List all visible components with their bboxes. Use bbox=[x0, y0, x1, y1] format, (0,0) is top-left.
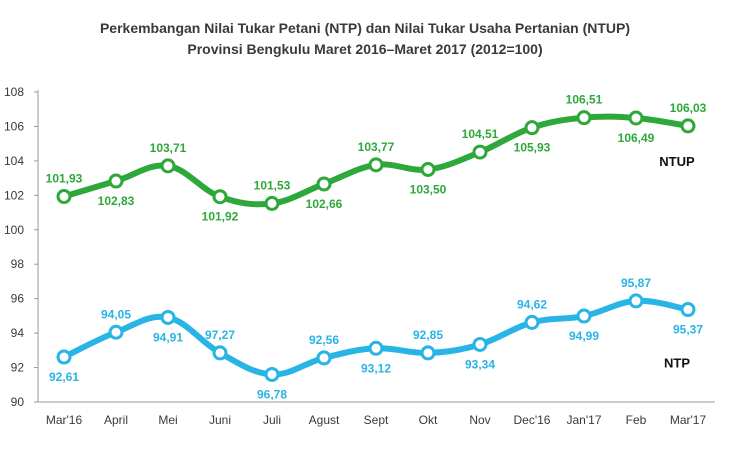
data-label-ntp: 92,61 bbox=[49, 370, 79, 384]
data-point-ntup bbox=[576, 110, 592, 126]
data-label-ntp: 94,91 bbox=[153, 330, 183, 344]
data-label-ntup: 103,50 bbox=[410, 183, 447, 197]
x-tick-label: Mei bbox=[158, 413, 177, 427]
data-point-ntp bbox=[524, 314, 540, 330]
chart-subtitle: Provinsi Bengkulu Maret 2016–Maret 2017 … bbox=[187, 41, 543, 57]
y-tick-label: 100 bbox=[4, 223, 24, 237]
x-tick-label: Jan'17 bbox=[567, 413, 602, 427]
data-label-ntup: 106,49 bbox=[618, 131, 655, 145]
data-label-ntp: 94,62 bbox=[517, 297, 547, 311]
data-point-ntp bbox=[56, 349, 72, 365]
data-label-ntp: 93,34 bbox=[465, 357, 495, 371]
data-label-ntp: 95,87 bbox=[621, 276, 651, 290]
data-label-ntp: 93,12 bbox=[361, 361, 391, 375]
x-tick-label: Mar'17 bbox=[670, 413, 707, 427]
data-label-ntp: 95,37 bbox=[673, 323, 703, 337]
data-label-ntup: 102,66 bbox=[306, 197, 343, 211]
x-tick-label: Mar'16 bbox=[46, 413, 83, 427]
x-tick-label: Agust bbox=[309, 413, 340, 427]
x-tick-label: Feb bbox=[626, 413, 647, 427]
data-point-ntup bbox=[160, 158, 176, 174]
data-label-ntp: 97,27 bbox=[205, 328, 235, 342]
y-tick-label: 98 bbox=[11, 257, 25, 271]
data-point-ntup bbox=[472, 144, 488, 160]
y-tick-label: 92 bbox=[11, 361, 25, 375]
data-point-ntup bbox=[108, 173, 124, 189]
data-point-ntp bbox=[628, 293, 644, 309]
x-tick-label: Juni bbox=[209, 413, 231, 427]
data-label-ntp: 94,05 bbox=[101, 307, 131, 321]
data-point-ntup bbox=[56, 189, 72, 205]
data-point-ntup bbox=[680, 118, 696, 134]
data-label-ntup: 105,93 bbox=[514, 141, 551, 155]
x-tick-label: Okt bbox=[419, 413, 438, 427]
data-point-ntup bbox=[368, 157, 384, 173]
data-point-ntup bbox=[420, 162, 436, 177]
y-tick-label: 106 bbox=[4, 119, 24, 133]
data-label-ntup: 103,71 bbox=[150, 141, 187, 155]
data-point-ntup bbox=[316, 176, 332, 192]
data-point-ntp bbox=[576, 308, 592, 324]
data-point-ntp bbox=[264, 366, 280, 382]
x-tick-label: Nov bbox=[469, 413, 490, 427]
data-point-ntp bbox=[680, 302, 696, 318]
data-label-ntup: 106,51 bbox=[566, 93, 603, 107]
data-label-ntp: 94,99 bbox=[569, 329, 599, 343]
data-point-ntp bbox=[160, 309, 176, 325]
data-point-ntp bbox=[368, 340, 384, 356]
data-label-ntup: 106,03 bbox=[670, 101, 707, 115]
y-tick-label: 94 bbox=[11, 326, 25, 340]
y-tick-label: 104 bbox=[4, 154, 24, 168]
data-label-ntp: 92,85 bbox=[413, 328, 443, 342]
data-point-ntup bbox=[264, 195, 280, 211]
data-point-ntup bbox=[212, 189, 228, 205]
data-label-ntup: 101,53 bbox=[254, 178, 291, 192]
data-point-ntp bbox=[108, 324, 124, 340]
data-label-ntp: 92,56 bbox=[309, 333, 339, 347]
y-tick-label: 102 bbox=[4, 188, 24, 202]
chart-title: Perkembangan Nilai Tukar Petani (NTP) da… bbox=[99, 20, 631, 36]
data-point-ntp bbox=[472, 336, 488, 352]
data-label-ntup: 102,83 bbox=[98, 194, 135, 208]
data-label-ntup: 104,51 bbox=[462, 127, 499, 141]
series-name-ntup: NTUP bbox=[659, 154, 695, 169]
y-tick-label: 96 bbox=[11, 292, 25, 306]
y-tick-label: 90 bbox=[11, 395, 25, 409]
data-point-ntp bbox=[212, 345, 228, 361]
x-tick-label: Dec'16 bbox=[514, 413, 551, 427]
x-tick-label: Sept bbox=[364, 413, 389, 427]
x-tick-label: April bbox=[104, 413, 128, 427]
data-label-ntup: 101,92 bbox=[202, 210, 239, 224]
data-label-ntup: 103,77 bbox=[358, 140, 395, 154]
data-point-ntp bbox=[420, 345, 436, 361]
data-label-ntup: 101,93 bbox=[46, 172, 83, 186]
x-tick-label: Juli bbox=[263, 413, 281, 427]
y-tick-label: 108 bbox=[4, 85, 24, 99]
data-point-ntup bbox=[524, 120, 540, 136]
data-label-ntp: 96,78 bbox=[257, 387, 287, 401]
data-point-ntup bbox=[628, 110, 644, 126]
data-point-ntp bbox=[316, 350, 332, 366]
series-name-ntp: NTP bbox=[664, 356, 690, 371]
